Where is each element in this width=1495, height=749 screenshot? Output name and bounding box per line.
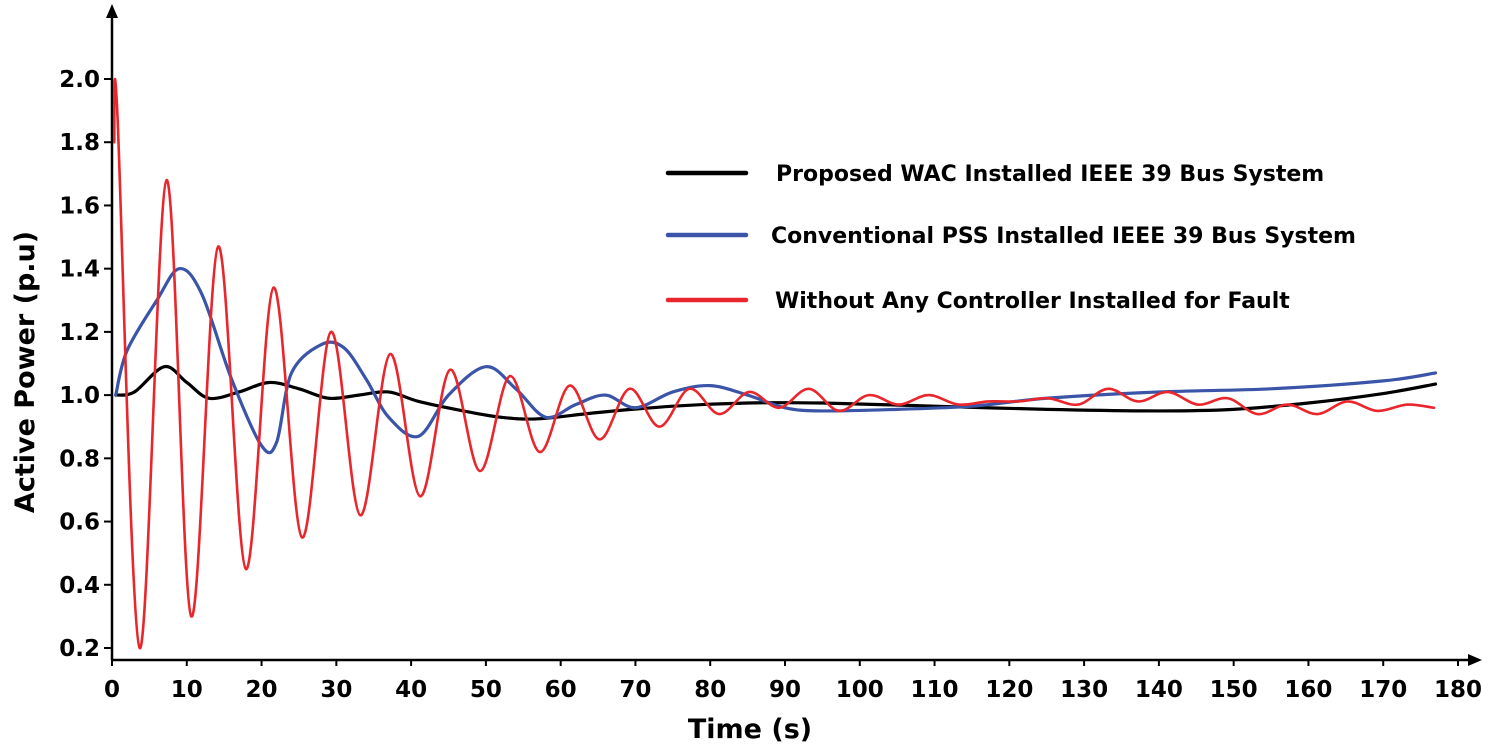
y-tick-label: 1.2 — [59, 320, 100, 346]
x-tick-label: 160 — [1284, 677, 1332, 703]
legend-label: Conventional PSS Installed IEEE 39 Bus S… — [771, 224, 1356, 249]
y-axis-title: Active Power (p.u) — [10, 231, 41, 513]
x-tick-label: 70 — [619, 677, 651, 703]
x-tick-label: 30 — [320, 677, 352, 703]
x-axis-title: Time (s) — [688, 714, 812, 745]
legend: Proposed WAC Installed IEEE 39 Bus Syste… — [665, 162, 1356, 314]
x-ticks: 0 10 20 30 40 50 60 70 80 90 100 110 120 130 140 150 160… — [104, 660, 1482, 703]
x-tick-label: 130 — [1060, 677, 1108, 703]
series-line-without-controller — [112, 77, 1436, 650]
x-tick-label: 60 — [545, 677, 577, 703]
legend-label: Without Any Controller Installed for Fau… — [775, 289, 1290, 314]
x-tick-label: 140 — [1135, 677, 1183, 703]
x-tick-label: 50 — [470, 677, 502, 703]
y-tick-label: 1.6 — [59, 193, 100, 219]
series-line-conventional-pss — [114, 267, 1438, 455]
x-tick-label: 40 — [395, 677, 427, 703]
y-ticks: 0.2 0.4 0.6 0.8 1.0 1.2 1.4 1.6 1.8 2.0 — [59, 67, 112, 662]
y-tick-label: 0.2 — [59, 636, 100, 662]
x-tick-label: 0 — [104, 677, 120, 703]
y-tick-label: 0.6 — [59, 510, 100, 536]
x-tick-label: 10 — [171, 677, 203, 703]
x-tick-label: 20 — [246, 677, 278, 703]
x-tick-label: 120 — [985, 677, 1033, 703]
y-tick-label: 1.0 — [59, 383, 100, 409]
y-tick-label: 1.8 — [59, 130, 100, 156]
y-axis-arrow — [106, 4, 118, 18]
series-layer — [112, 77, 1438, 650]
x-tick-label: 170 — [1359, 677, 1407, 703]
x-tick-label: 90 — [769, 677, 801, 703]
x-tick-label: 110 — [911, 677, 959, 703]
x-tick-label: 80 — [694, 677, 726, 703]
y-tick-label: 0.8 — [59, 446, 100, 472]
y-tick-label: 1.4 — [59, 257, 100, 283]
x-tick-label: 100 — [836, 677, 884, 703]
x-axis-arrow — [1468, 654, 1482, 666]
y-tick-label: 0.4 — [59, 573, 100, 599]
legend-label: Proposed WAC Installed IEEE 39 Bus Syste… — [776, 162, 1324, 187]
series-line-proposed-wac — [114, 365, 1438, 421]
y-tick-label: 2.0 — [59, 67, 100, 93]
axes — [106, 4, 1482, 666]
x-tick-label: 150 — [1210, 677, 1258, 703]
x-tick-label: 180 — [1434, 677, 1482, 703]
